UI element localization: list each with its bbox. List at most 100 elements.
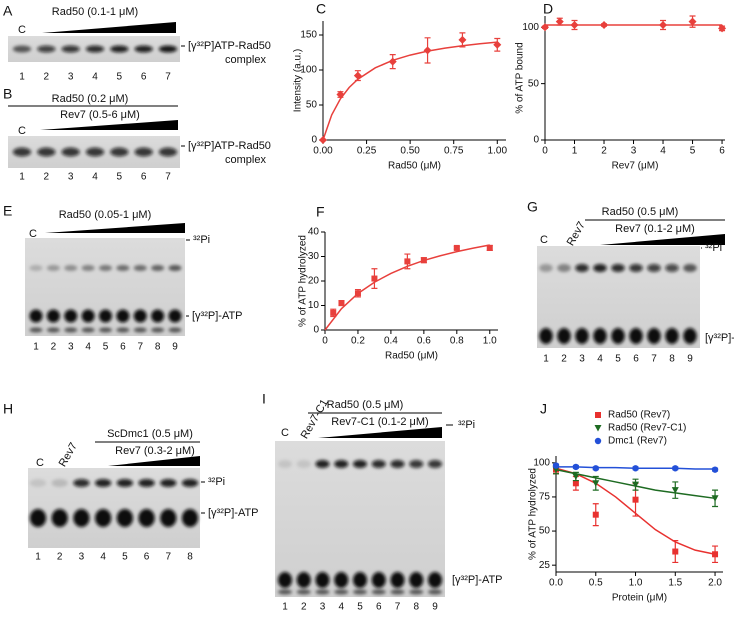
legend-label: Rad50 (Rev7-C1)	[608, 423, 686, 434]
legend-marker	[594, 437, 602, 445]
gel-band	[334, 572, 349, 588]
gel-band	[683, 328, 697, 344]
y-tick-label: 100	[522, 22, 539, 33]
gel	[28, 468, 200, 548]
gel-band	[29, 265, 43, 271]
gel-band	[73, 479, 90, 487]
gel-band	[277, 589, 293, 595]
data-point	[632, 481, 640, 489]
gel-band	[277, 572, 293, 588]
y-tick-label: 0	[311, 135, 317, 146]
legend-marker	[595, 412, 601, 418]
band-label: complex	[225, 54, 266, 66]
gel-band	[296, 460, 311, 468]
gel-band	[427, 572, 443, 588]
gel-band	[277, 460, 293, 468]
lane-number: 6	[141, 72, 147, 83]
x-axis-label: Rev7 (μM)	[612, 161, 659, 172]
data-point	[672, 548, 679, 555]
lane-number: 3	[79, 552, 85, 563]
gel-band	[352, 460, 368, 468]
x-tick-label: 0.6	[417, 336, 431, 347]
data-point	[388, 57, 397, 66]
y-tick-label: 40	[308, 227, 320, 238]
y-tick-label: 25	[539, 560, 551, 571]
lane-number: 7	[165, 72, 171, 83]
gel-band	[46, 327, 60, 333]
lane-top-label: C	[18, 125, 26, 137]
gel-band	[647, 264, 661, 272]
data-point	[632, 465, 639, 472]
panel-letter: C	[316, 1, 326, 17]
concentration-wedge	[42, 22, 176, 33]
gel-band	[352, 589, 368, 595]
gel-band	[181, 509, 199, 527]
gel-band	[390, 589, 405, 595]
gel-band	[665, 328, 679, 344]
lane-number: 5	[357, 602, 363, 613]
lane-number: 5	[117, 72, 123, 83]
x-tick-label: 0.2	[351, 336, 365, 347]
data-point	[420, 257, 427, 264]
gel-band	[647, 328, 661, 344]
gel-band	[296, 572, 311, 588]
lane-number: 5	[117, 172, 123, 183]
condition-label: Rad50 (0.05-1 μM)	[59, 209, 152, 221]
gel-band	[371, 589, 386, 595]
gel-band	[371, 460, 386, 468]
lane-number: 5	[615, 354, 621, 365]
gel-band	[37, 45, 56, 53]
lane-number: 2	[301, 602, 307, 613]
lane-number: 6	[141, 172, 147, 183]
data-point	[600, 21, 609, 30]
gel-band	[116, 509, 133, 527]
gel-band	[64, 265, 78, 271]
gel-band	[158, 45, 178, 53]
gel-band	[557, 328, 571, 344]
x-tick-label: 0.8	[450, 336, 464, 347]
panel-letter: H	[3, 401, 13, 417]
lane-number: 4	[597, 354, 603, 365]
panel-letter: D	[543, 1, 553, 17]
lane-number: 8	[187, 552, 193, 563]
gel-band	[134, 147, 153, 157]
x-tick-label: 0.50	[400, 146, 420, 157]
x-tick-label: 6	[719, 146, 725, 157]
x-tick-label: 5	[690, 146, 696, 157]
lane-number: 7	[137, 342, 143, 353]
gel-band	[116, 265, 130, 271]
gel-band	[181, 479, 199, 487]
gel-band	[315, 460, 330, 468]
band-label: [γ³²P]-ATP	[705, 332, 734, 344]
band-label: complex	[225, 154, 266, 166]
lane-number: 1	[282, 602, 288, 613]
lane-number: 6	[376, 602, 382, 613]
data-point	[711, 466, 719, 473]
gel-band	[409, 460, 424, 468]
data-point	[552, 466, 560, 474]
condition-label: Rad50 (0.1-1 μM)	[52, 6, 138, 18]
data-point	[572, 463, 580, 471]
data-point	[659, 21, 668, 30]
gel-band	[160, 479, 177, 487]
lane-top-label: Rev7	[57, 441, 80, 469]
gel-band	[629, 264, 643, 272]
band-label: [γ³²P]-ATP	[452, 574, 503, 586]
x-tick-label: 0.00	[313, 146, 333, 157]
lane-number: 1	[33, 342, 39, 353]
concentration-wedge	[318, 427, 442, 438]
data-point	[592, 511, 599, 518]
lane-top-label: Rev7-C1	[299, 397, 331, 441]
gel-band	[390, 460, 405, 468]
y-tick-label: 50	[306, 100, 318, 111]
gel-band	[116, 309, 130, 323]
lane-number: 6	[144, 552, 150, 563]
lane-number: 4	[92, 172, 98, 183]
data-point	[354, 290, 361, 297]
gel-band	[29, 309, 43, 323]
gel-band	[37, 147, 56, 157]
concentration-wedge	[45, 223, 185, 233]
data-point	[453, 244, 460, 251]
data-point	[688, 17, 697, 26]
lane-top-label: C	[36, 457, 44, 469]
